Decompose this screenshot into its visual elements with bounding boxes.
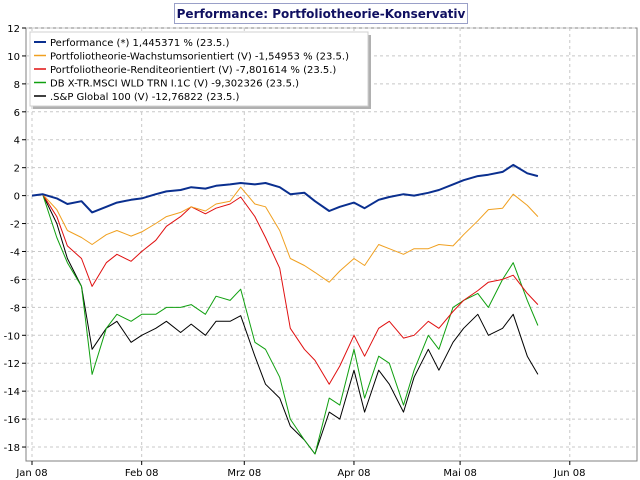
- y-tick-label: -12: [4, 359, 20, 370]
- y-tick-label: 2: [14, 164, 20, 175]
- series-line-4: [31, 193, 539, 455]
- y-tick-label: -18: [4, 443, 20, 454]
- y-tick-label: -16: [4, 415, 20, 426]
- x-tick-label: Feb 08: [125, 468, 159, 479]
- x-tick-label: Mrz 08: [227, 468, 261, 479]
- series-line-1: [31, 163, 539, 214]
- series-line-5: [31, 193, 539, 455]
- chart-title-box: Performance: Portfoliotheorie-Konservati…: [174, 3, 468, 24]
- y-tick-label: 0: [14, 192, 20, 203]
- x-tick-label: Jan 08: [15, 468, 47, 479]
- legend-entry: DB X-TR.MSCI WLD TRN I.1C (V) -9,302326 …: [50, 79, 299, 90]
- legend-box: [29, 31, 369, 107]
- y-tick-label: 12: [7, 24, 20, 35]
- y-tick-label: -4: [10, 247, 20, 258]
- y-tick-label: 10: [7, 52, 20, 63]
- legend-entry: Portfoliotheorie-Renditeorientiert (V) -…: [50, 65, 336, 76]
- x-tick-label: Apr 08: [337, 468, 370, 479]
- legend-entry: Portfoliotheorie-Wachstumsorientiert (V)…: [50, 52, 349, 63]
- legend-entry: .S&P Global 100 (V) -12,76822 (23.5.): [50, 92, 240, 103]
- y-tick-label: -8: [10, 303, 20, 314]
- y-tick-label: 8: [14, 80, 20, 91]
- legend-entry: Performance (*) 1,445371 % (23.5.): [50, 38, 229, 49]
- y-tick-label: 4: [14, 136, 20, 147]
- x-tick-label: Jun 08: [553, 468, 586, 479]
- y-tick-label: -10: [4, 331, 20, 342]
- y-tick-label: 6: [14, 108, 20, 119]
- y-tick-label: -14: [4, 387, 20, 398]
- series-line-3: [31, 193, 539, 385]
- y-tick-label: -6: [10, 275, 20, 286]
- series-line-2: [31, 186, 539, 283]
- chart-title: Performance: Portfoliotheorie-Konservati…: [176, 6, 466, 21]
- x-tick-label: Mai 08: [443, 468, 476, 479]
- y-tick-label: -2: [10, 220, 20, 231]
